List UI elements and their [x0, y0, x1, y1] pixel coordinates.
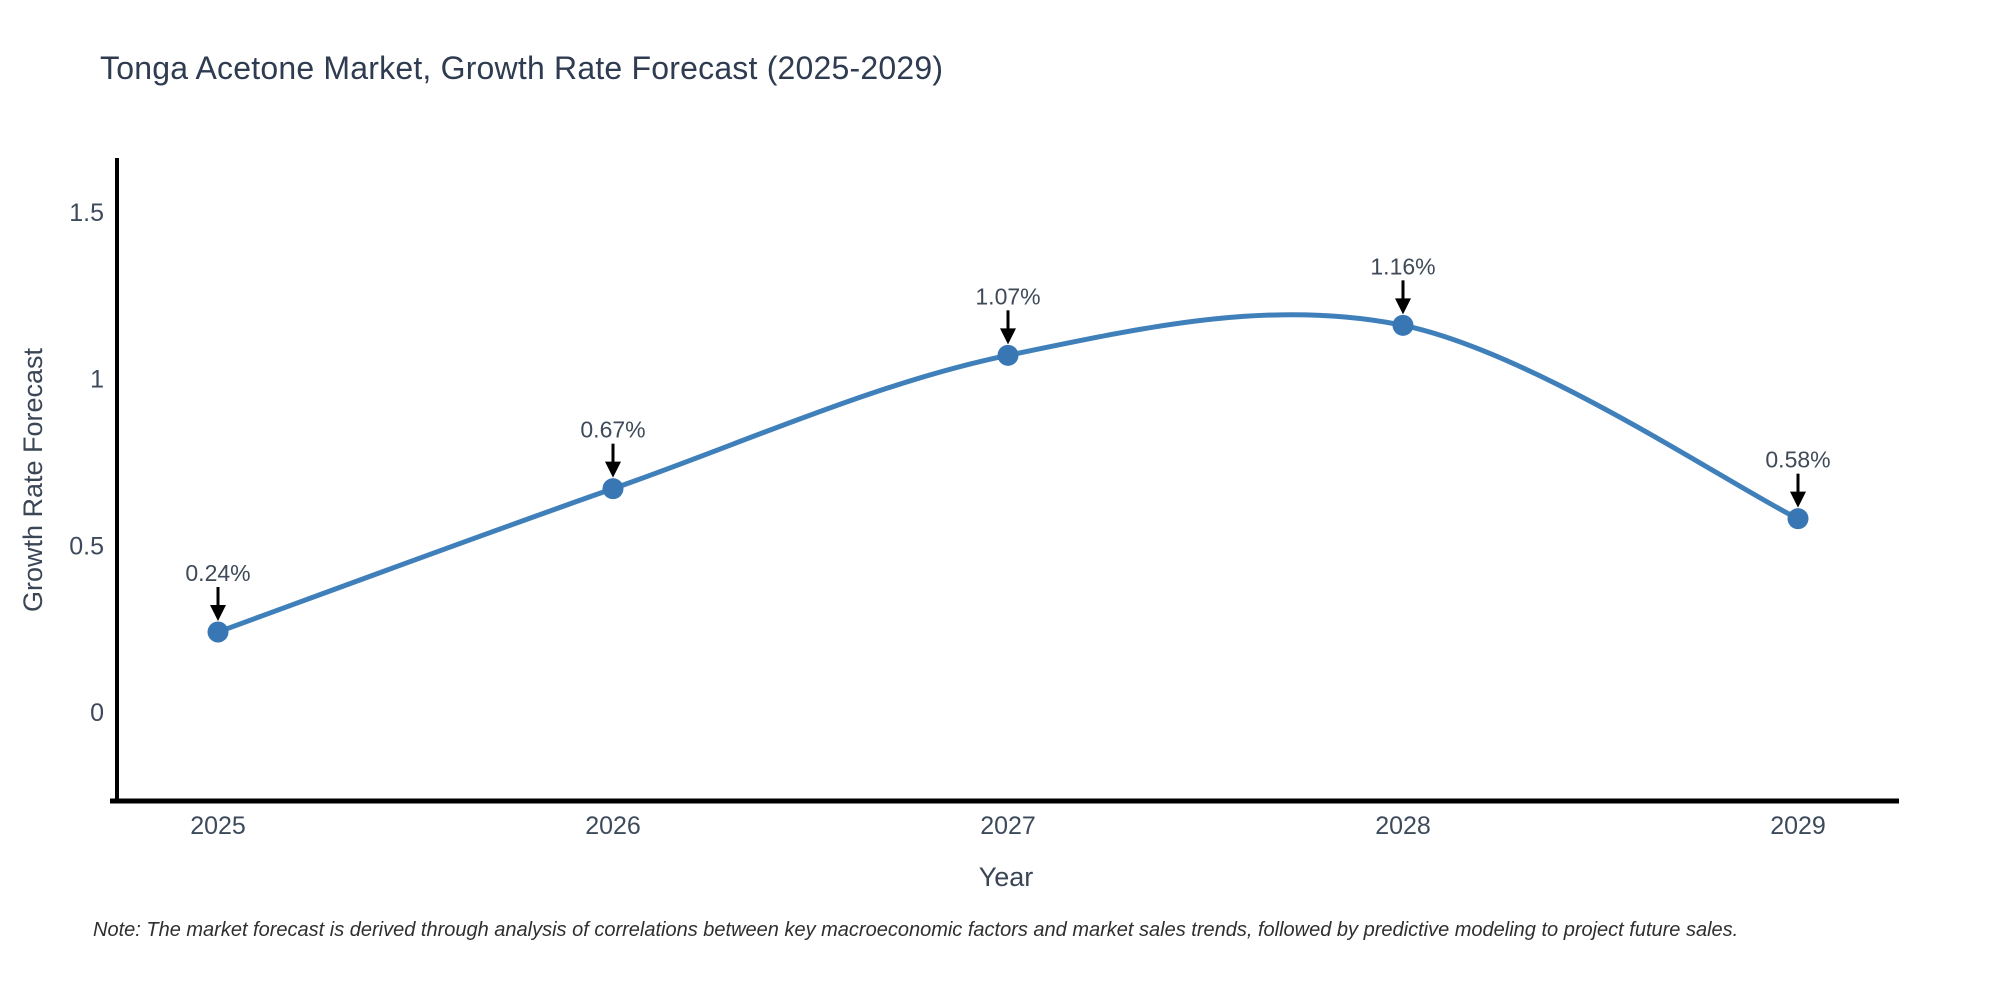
- y-tick-label: 0.5: [69, 532, 104, 560]
- annotation-arrowhead: [1790, 491, 1806, 508]
- data-point-marker: [1392, 314, 1414, 336]
- point-value-label: 0.67%: [580, 417, 645, 443]
- annotation-arrowhead: [210, 605, 226, 622]
- point-value-label: 0.58%: [1765, 447, 1830, 473]
- point-value-label: 1.16%: [1370, 253, 1435, 279]
- footnote: Note: The market forecast is derived thr…: [93, 919, 1739, 941]
- data-point-marker: [602, 478, 624, 500]
- annotation-arrowhead: [1395, 298, 1411, 315]
- point-value-label: 1.07%: [975, 283, 1040, 309]
- annotation-arrowhead: [1000, 328, 1016, 345]
- annotation-arrowhead: [605, 461, 621, 478]
- point-value-label: 0.24%: [185, 560, 250, 586]
- x-tick-label: 2027: [980, 812, 1036, 840]
- y-tick-label: 1: [90, 366, 104, 394]
- data-point-marker: [997, 344, 1019, 366]
- data-point-marker: [1787, 508, 1809, 530]
- x-tick-label: 2026: [585, 812, 641, 840]
- x-tick-label: 2025: [190, 812, 246, 840]
- chart-title: Tonga Acetone Market, Growth Rate Foreca…: [100, 50, 944, 86]
- y-tick-label: 1.5: [69, 199, 104, 227]
- x-tick-label: 2029: [1770, 812, 1826, 840]
- x-tick-label: 2028: [1375, 812, 1431, 840]
- x-axis-title: Year: [978, 862, 1034, 892]
- y-tick-label: 0: [90, 699, 104, 727]
- data-point-marker: [207, 621, 229, 643]
